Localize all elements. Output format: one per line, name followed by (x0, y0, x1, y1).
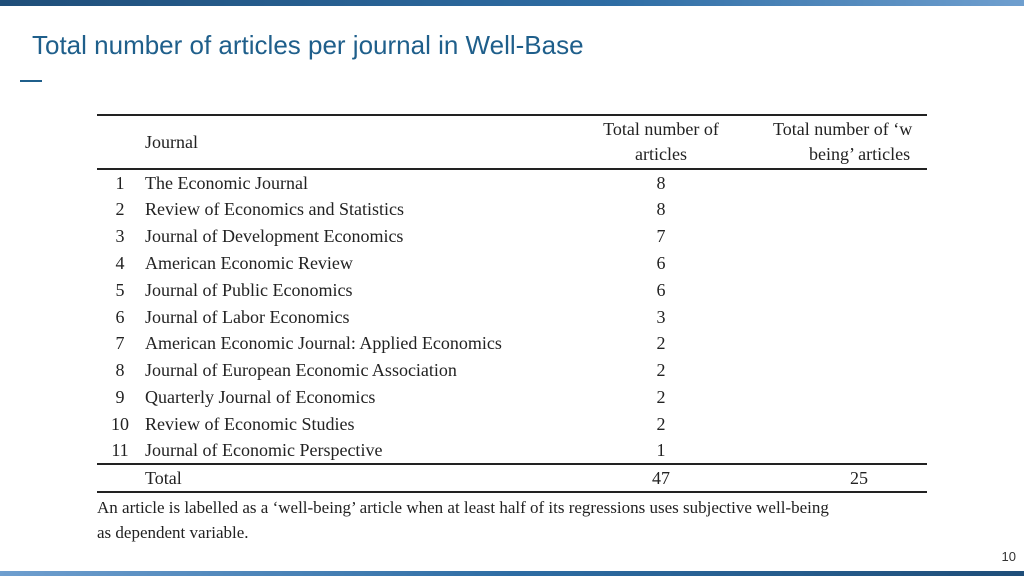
total-row-number (97, 464, 143, 492)
slide-title: Total number of articles per journal in … (32, 30, 584, 60)
row-journal: American Economic Journal: Applied Econo… (145, 333, 502, 354)
row-total: 3 (656, 306, 666, 327)
table-total-row: Total 47 25 (97, 464, 927, 493)
total-row-label: Total (145, 468, 182, 489)
row-wellbeing (761, 196, 927, 223)
table-row: 3 Journal of Development Economics 7 (97, 223, 927, 250)
row-number: 6 (115, 306, 125, 327)
row-journal: Journal of Labor Economics (145, 306, 350, 327)
table-body: 1 The Economic Journal 8 2 Review of Economi… (97, 169, 927, 493)
header-total-articles: Total number of articles (561, 115, 761, 169)
footnote-line1: An article is labelled as a ‘well-being’… (97, 498, 829, 517)
table-row: 8 Journal of European Economic Associatio… (97, 357, 927, 384)
row-wellbeing (761, 330, 927, 357)
row-total: 2 (656, 386, 666, 407)
footnote-line2: as dependent variable. (97, 523, 249, 542)
row-total: 6 (656, 279, 666, 300)
row-number: 2 (115, 199, 125, 220)
table-row: 4 American Economic Review 6 (97, 250, 927, 277)
table-row: 2 Review of Economics and Statistics 8 (97, 196, 927, 223)
row-wellbeing (761, 437, 927, 464)
table-row: 7 American Economic Journal: Applied Econ… (97, 330, 927, 357)
total-row-wellbeing: 25 (850, 468, 868, 489)
row-number: 8 (115, 360, 125, 381)
row-number: 9 (115, 386, 125, 407)
table-row: 11 Journal of Economic Perspective 1 (97, 437, 927, 464)
header-total-line2: articles (635, 144, 687, 164)
header-wellbeing-articles: Total number of ‘w being’ articles (761, 115, 927, 169)
row-journal: Review of Economic Studies (145, 413, 355, 434)
row-number: 11 (111, 440, 129, 461)
row-journal: The Economic Journal (145, 173, 308, 193)
table-row: 10 Review of Economic Studies 2 (97, 410, 927, 437)
row-wellbeing (761, 303, 927, 330)
row-total: 8 (656, 199, 666, 220)
header-wb-line1: Total number of ‘w (773, 119, 913, 139)
row-total: 2 (656, 360, 666, 381)
row-wellbeing (761, 169, 927, 196)
row-wellbeing (761, 357, 927, 384)
total-row-total: 47 (652, 468, 670, 489)
row-wellbeing (761, 384, 927, 411)
journal-table-container: Journal Total number of articles Total n… (97, 114, 927, 496)
row-journal: Review of Economics and Statistics (145, 199, 404, 220)
table-header-row: Journal Total number of articles Total n… (97, 115, 927, 169)
bottom-accent-bar (0, 571, 1024, 576)
table-row: 1 The Economic Journal 8 (97, 169, 927, 196)
row-number: 1 (115, 173, 125, 193)
slide-number: 10 (1001, 549, 1016, 564)
row-number: 7 (115, 333, 125, 354)
row-total: 8 (656, 173, 666, 193)
table-row: 5 Journal of Public Economics 6 (97, 276, 927, 303)
row-number: 4 (115, 252, 125, 273)
row-journal: Journal of European Economic Association (145, 360, 457, 381)
row-total: 6 (656, 252, 666, 273)
row-number: 5 (115, 279, 125, 300)
top-accent-bar (0, 0, 1024, 6)
header-wb-line2: being’ articles (809, 144, 911, 164)
header-journal: Journal (145, 131, 198, 152)
row-wellbeing (761, 410, 927, 437)
title-underline (20, 80, 42, 82)
row-journal: Quarterly Journal of Economics (145, 386, 376, 407)
journal-table: Journal Total number of articles Total n… (97, 114, 927, 493)
row-journal: Journal of Public Economics (145, 279, 353, 300)
table-row: 9 Quarterly Journal of Economics 2 (97, 384, 927, 411)
row-wellbeing (761, 223, 927, 250)
table-footnote: An article is labelled as a ‘well-being’… (97, 495, 937, 545)
row-number: 3 (115, 226, 125, 247)
header-total-line1: Total number of (603, 119, 719, 139)
row-journal: Journal of Development Economics (145, 226, 404, 247)
header-num (97, 115, 143, 169)
row-wellbeing (761, 276, 927, 303)
row-total: 7 (656, 226, 666, 247)
row-number: 10 (111, 413, 129, 434)
row-total: 2 (656, 413, 666, 434)
row-total: 2 (656, 333, 666, 354)
table-row: 6 Journal of Labor Economics 3 (97, 303, 927, 330)
row-total: 1 (656, 440, 666, 461)
row-journal: American Economic Review (145, 252, 353, 273)
row-wellbeing (761, 250, 927, 277)
row-journal: Journal of Economic Perspective (145, 440, 383, 461)
